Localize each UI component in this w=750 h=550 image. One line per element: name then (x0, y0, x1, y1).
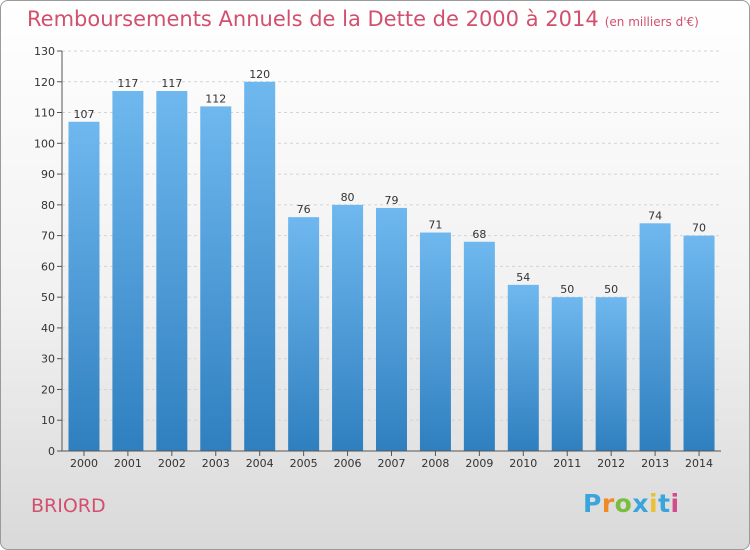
bar (112, 91, 144, 451)
x-tick-label: 2013 (641, 457, 669, 470)
bar (332, 204, 364, 451)
bar (463, 241, 495, 451)
x-tick-label: 2005 (290, 457, 318, 470)
bar-value-label: 68 (472, 228, 486, 241)
y-tick-label: 30 (41, 353, 55, 366)
y-tick-label: 70 (41, 230, 55, 243)
x-tick-label: 2004 (246, 457, 274, 470)
y-tick-label: 120 (34, 76, 55, 89)
bar-value-label: 50 (560, 283, 574, 296)
x-tick-label: 2000 (70, 457, 98, 470)
bar (200, 106, 232, 451)
bar-value-label: 70 (692, 222, 706, 235)
chart-title-text: Remboursements Annuels de la Dette de 20… (27, 7, 599, 31)
bar-value-label: 74 (648, 209, 662, 222)
bar (376, 207, 407, 451)
logo-letter: P (583, 489, 602, 518)
x-tick-label: 2001 (114, 457, 142, 470)
bar-value-label: 117 (117, 77, 138, 90)
y-tick-label: 110 (34, 107, 55, 120)
logo-letter: i (649, 489, 659, 518)
bar (156, 91, 188, 451)
bar-value-label: 50 (604, 283, 618, 296)
x-tick-label: 2011 (553, 457, 581, 470)
bar-value-label: 117 (161, 77, 182, 90)
logo-letter: r (601, 489, 615, 518)
bar-value-label: 112 (205, 92, 226, 105)
y-tick-label: 10 (41, 414, 55, 427)
x-tick-label: 2006 (334, 457, 362, 470)
chart-title: Remboursements Annuels de la Dette de 20… (27, 7, 699, 31)
x-tick-label: 2010 (509, 457, 537, 470)
logo-letter: x (632, 489, 649, 518)
bar (68, 121, 100, 452)
x-tick-label: 2009 (465, 457, 493, 470)
x-tick-label: 2012 (597, 457, 625, 470)
x-tick-label: 2002 (158, 457, 186, 470)
x-tick-label: 2007 (378, 457, 406, 470)
x-tick-label: 2003 (202, 457, 230, 470)
bar (507, 284, 539, 451)
y-tick-label: 100 (34, 137, 55, 150)
y-tick-label: 80 (41, 199, 55, 212)
logo-letter: o (614, 489, 633, 518)
bar (244, 81, 276, 452)
x-tick-label: 2008 (421, 457, 449, 470)
y-tick-label: 60 (41, 260, 55, 273)
bar-value-label: 71 (428, 219, 442, 232)
x-tick-label: 2014 (685, 457, 713, 470)
bar (595, 297, 627, 451)
logo-letter: i (670, 489, 680, 518)
bar-value-label: 120 (249, 68, 270, 81)
bar (288, 217, 320, 451)
chart-subtitle: (en milliers d'€) (604, 15, 699, 29)
y-tick-label: 0 (48, 445, 55, 458)
bar-value-label: 54 (516, 271, 530, 284)
bar (683, 235, 715, 451)
bar (551, 297, 583, 451)
bar-value-label: 79 (385, 194, 399, 207)
proxiti-logo: Proxiti (583, 489, 680, 518)
y-tick-label: 20 (41, 383, 55, 396)
bar-value-label: 76 (297, 203, 311, 216)
y-tick-label: 130 (34, 45, 55, 58)
y-tick-label: 90 (41, 168, 55, 181)
bar (639, 223, 671, 451)
logo-letter: t (658, 489, 671, 518)
commune-name: BRIORD (31, 495, 106, 517)
y-tick-label: 50 (41, 291, 55, 304)
y-tick-label: 40 (41, 322, 55, 335)
bar-value-label: 107 (73, 108, 94, 121)
bar-value-label: 80 (341, 191, 355, 204)
bar (419, 232, 451, 451)
